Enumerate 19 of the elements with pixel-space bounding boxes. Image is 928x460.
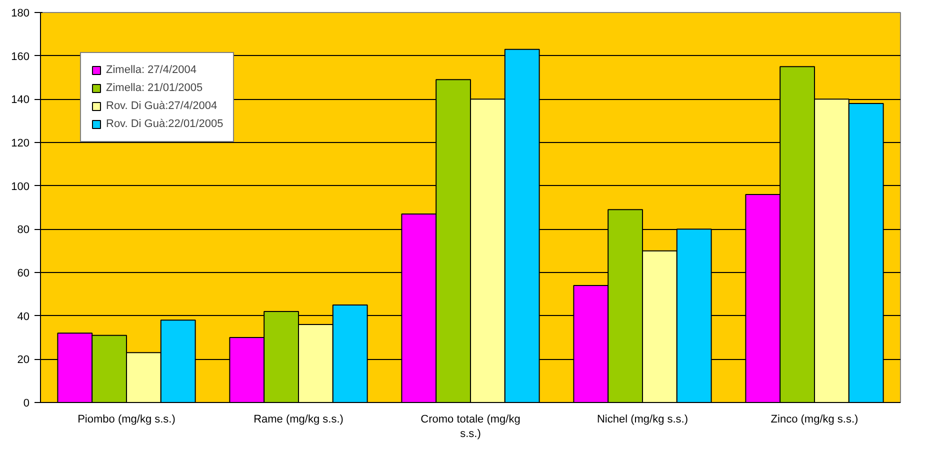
- y-tick-label: 20: [17, 354, 30, 366]
- x-tick-label: Cromo totale (mg/kg s.s.): [420, 414, 520, 440]
- legend-label: Rov. Di Guà:27/4/2004: [106, 99, 218, 113]
- legend-label: Rov. Di Guà:22/01/2005: [106, 117, 224, 131]
- x-tick-label: Rame (mg/kg s.s.): [254, 414, 344, 426]
- x-tick-label: Zinco (mg/kg s.s.): [770, 414, 858, 426]
- y-tick-label: 60: [17, 268, 30, 280]
- y-tick-label: 180: [11, 8, 30, 20]
- y-tick-label: 0: [23, 398, 30, 410]
- legend-label: Zimella: 27/4/2004: [106, 63, 196, 77]
- y-tick-label: 160: [11, 50, 30, 63]
- y-tick-label: 140: [11, 94, 30, 106]
- y-tick-label: 40: [17, 310, 30, 323]
- legend-label: Zimella: 21/01/2005: [106, 81, 203, 95]
- x-tick-label: Piombo (mg/kg s.s.): [78, 414, 176, 426]
- y-tick-label: 100: [11, 180, 30, 193]
- x-tick-label: Nichel (mg/kg s.s.): [596, 414, 688, 426]
- y-tick-label: 80: [17, 224, 30, 236]
- y-tick-label: 120: [11, 138, 30, 150]
